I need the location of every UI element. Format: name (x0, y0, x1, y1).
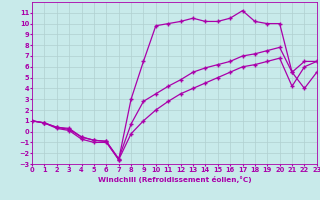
X-axis label: Windchill (Refroidissement éolien,°C): Windchill (Refroidissement éolien,°C) (98, 176, 251, 183)
